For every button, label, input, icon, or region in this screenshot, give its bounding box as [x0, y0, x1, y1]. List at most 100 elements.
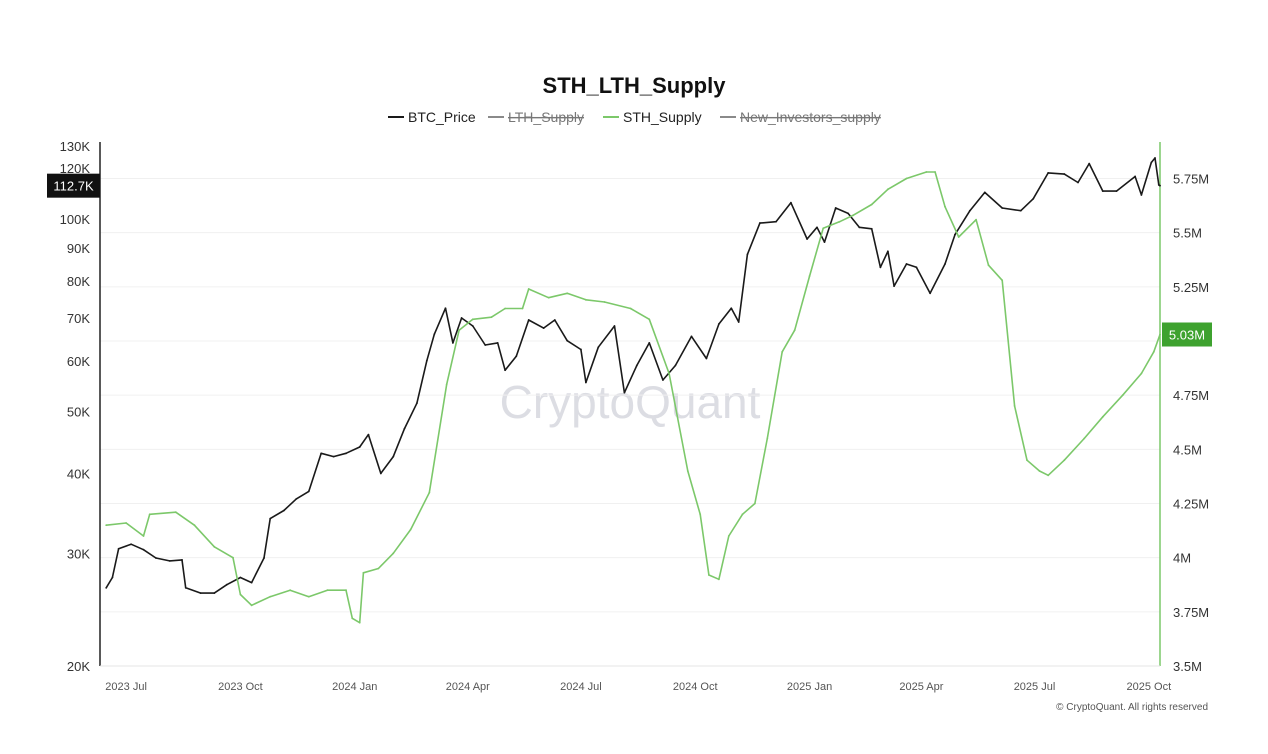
data-point	[1101, 190, 1104, 193]
left-tick-label: 120K	[60, 161, 91, 176]
data-point	[686, 470, 689, 472]
data-point	[870, 203, 873, 206]
data-point	[893, 285, 895, 288]
data-point	[521, 307, 524, 310]
data-point	[662, 379, 664, 381]
data-point	[929, 292, 932, 295]
right-tick-label: 5.25M	[1173, 280, 1209, 295]
data-point	[597, 346, 600, 349]
data-point	[250, 581, 253, 584]
data-point	[379, 472, 382, 475]
data-point	[213, 592, 216, 595]
data-point	[690, 335, 693, 338]
x-tick-label: 2024 Jul	[560, 681, 602, 693]
data-point	[1101, 415, 1104, 418]
data-point	[527, 288, 530, 290]
data-point	[584, 381, 587, 384]
data-point	[886, 188, 889, 191]
data-point	[957, 236, 960, 238]
data-point	[130, 543, 132, 546]
data-point	[415, 402, 418, 405]
x-tick-label: 2025 Jan	[787, 681, 832, 693]
data-point	[793, 329, 796, 332]
series-line	[105, 157, 1161, 594]
data-point	[174, 511, 177, 514]
x-tick-label: 2025 Jul	[1014, 681, 1056, 693]
data-point	[1047, 474, 1050, 477]
left-tick-label: 100K	[60, 212, 91, 227]
legend-item-new-investors-supply[interactable]: New_Investors_supply	[720, 109, 881, 125]
data-point	[471, 325, 474, 327]
data-point	[741, 513, 744, 516]
data-point	[648, 318, 651, 321]
data-point	[1140, 194, 1143, 196]
series-layer	[105, 157, 1161, 624]
data-point	[905, 263, 908, 265]
data-point	[307, 490, 310, 493]
right-tick-label: 4.25M	[1173, 497, 1209, 512]
data-point	[105, 586, 108, 589]
data-point	[428, 491, 431, 494]
data-point	[142, 548, 145, 551]
data-point	[1159, 184, 1161, 187]
data-point	[806, 238, 808, 240]
data-point	[445, 383, 448, 386]
left-tick-label: 20K	[67, 659, 90, 674]
data-point	[1088, 162, 1091, 165]
data-point	[674, 364, 677, 367]
right-tick-label: 3.75M	[1173, 605, 1209, 620]
chart-title: STH_LTH_Supply	[543, 73, 727, 98]
data-point	[1001, 207, 1004, 209]
left-tick-label: 40K	[67, 466, 90, 481]
data-point	[490, 316, 493, 319]
data-point	[392, 552, 395, 555]
data-point	[954, 233, 956, 236]
data-point	[433, 333, 436, 336]
data-point	[367, 433, 370, 436]
legend-item-lth-supply[interactable]: LTH_Supply	[488, 109, 584, 125]
data-point	[351, 617, 354, 620]
data-point	[1140, 372, 1143, 375]
legend-item-btc-price[interactable]: BTC_Price	[388, 109, 476, 125]
data-point	[444, 307, 447, 310]
right-tick-label: 5.75M	[1173, 172, 1209, 187]
right-tick-label: 4.75M	[1173, 388, 1209, 403]
right-tick-label: 4M	[1173, 551, 1191, 566]
data-point	[358, 621, 361, 624]
right-badge-bg	[1162, 322, 1212, 347]
data-point	[847, 212, 849, 215]
data-point	[975, 218, 977, 221]
x-tick-label: 2025 Apr	[899, 681, 943, 693]
data-point	[289, 589, 292, 592]
value-badges: 112.7K 5.03M	[47, 173, 1212, 347]
x-tick-label: 2024 Oct	[673, 681, 718, 693]
data-point	[623, 391, 626, 394]
data-point	[746, 253, 749, 256]
data-point	[852, 214, 854, 217]
x-tick-label: 2025 Oct	[1126, 681, 1171, 693]
series-sth-supply	[105, 171, 1161, 624]
data-point	[181, 559, 183, 561]
data-point	[320, 452, 323, 455]
left-badge-bg	[47, 173, 100, 198]
data-point	[184, 586, 187, 589]
data-point	[425, 359, 428, 362]
data-point	[504, 369, 507, 372]
data-point	[168, 559, 171, 562]
data-point	[504, 307, 507, 310]
data-point	[345, 452, 347, 455]
legend[interactable]: BTC_Price LTH_Supply STH_Supply New_Investo…	[388, 109, 881, 125]
data-point	[668, 372, 671, 375]
data-point	[915, 266, 918, 269]
legend-item-sth-supply[interactable]: STH_Supply	[603, 109, 702, 125]
data-point	[1019, 209, 1022, 212]
data-point	[117, 547, 120, 550]
data-point	[1047, 172, 1050, 174]
data-point	[1001, 279, 1004, 282]
data-point	[263, 557, 265, 559]
left-tick-label: 90K	[67, 241, 90, 256]
data-point	[1077, 181, 1079, 184]
data-point	[708, 574, 710, 576]
data-point	[823, 241, 826, 243]
